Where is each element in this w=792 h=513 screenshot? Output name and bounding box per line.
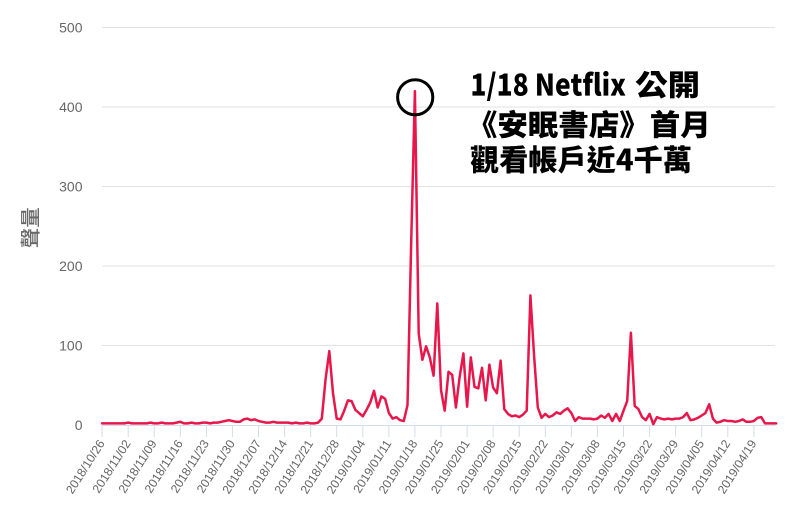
svg-text:0: 0	[75, 417, 83, 433]
svg-text:400: 400	[59, 99, 83, 115]
svg-text:300: 300	[59, 178, 83, 194]
svg-text:200: 200	[59, 258, 83, 274]
svg-text:100: 100	[59, 337, 83, 353]
svg-text:500: 500	[59, 19, 83, 35]
